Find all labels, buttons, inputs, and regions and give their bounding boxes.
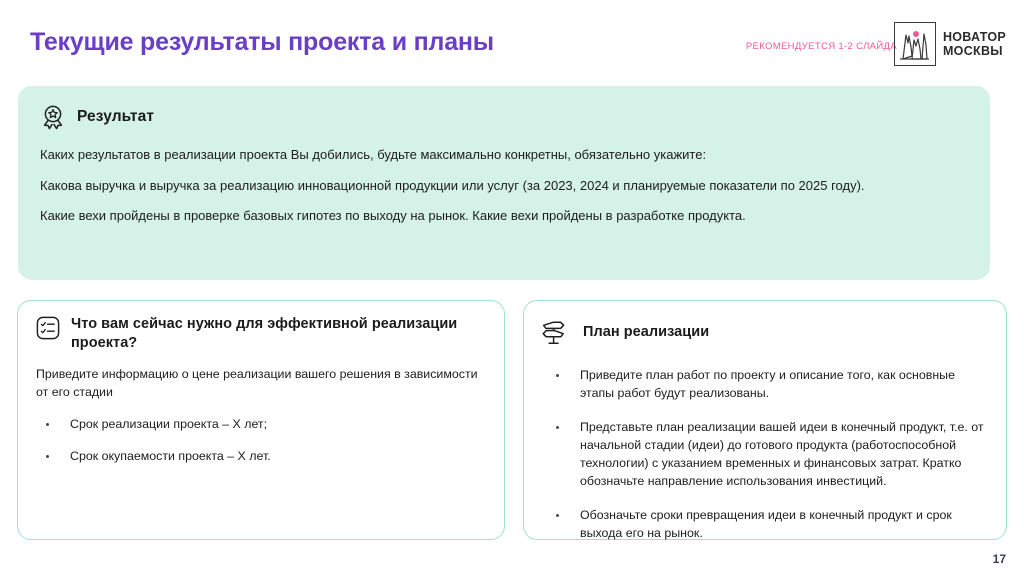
needs-card-list: Срок реализации проекта – Х лет; Срок ок…	[36, 416, 486, 466]
brand-logo: НОВАТОР МОСКВЫ	[893, 22, 1006, 66]
recommendation-note: РЕКОМЕНДУЕТСЯ 1-2 СЛАЙДА	[745, 41, 897, 52]
plan-card: План реализации Приведите план работ по …	[523, 300, 1007, 540]
result-paragraph: Какие вехи пройдены в проверке базовых г…	[40, 208, 746, 223]
novator-tower-icon	[893, 22, 936, 66]
signpost-icon	[542, 319, 566, 346]
brand-line-2: МОСКВЫ	[942, 44, 1003, 58]
list-item: Приведите план работ по проекту и описан…	[542, 367, 988, 403]
result-panel-title: Результат	[77, 108, 155, 125]
list-item: Срок окупаемости проекта – Х лет.	[36, 448, 486, 466]
page-number: 17	[992, 552, 1006, 566]
slide-header: Текущие результаты проекта и планы РЕКОМ…	[0, 0, 1024, 86]
result-paragraph: Каких результатов в реализации проекта В…	[40, 147, 707, 162]
needs-card-header: Что вам сейчас нужно для эффективной реа…	[36, 315, 486, 352]
result-paragraph: Какова выручка и выручка за реализацию и…	[40, 177, 865, 193]
page-title: Текущие результаты проекта и планы	[30, 28, 494, 56]
needs-card-title: Что вам сейчас нужно для эффективной реа…	[71, 316, 458, 351]
result-panel: Результат Каких результатов в реализации…	[18, 86, 990, 280]
list-item: Обозначьте сроки превращения идеи в коне…	[542, 507, 988, 543]
result-panel-header: Результат	[40, 100, 968, 134]
brand-wordmark: НОВАТОР МОСКВЫ	[943, 30, 1006, 58]
list-item: Представьте план реализации вашей идеи в…	[542, 419, 988, 491]
list-item: Срок реализации проекта – Х лет;	[36, 416, 486, 434]
result-panel-body: Каких результатов в реализации проекта В…	[40, 145, 968, 226]
needs-card-intro: Приведите информацию о цене реализации в…	[36, 367, 478, 400]
brand-line-1: НОВАТОР	[942, 30, 1006, 44]
plan-card-title: План реализации	[583, 323, 710, 340]
checklist-icon	[36, 315, 60, 340]
needs-card: Что вам сейчас нужно для эффективной реа…	[17, 300, 505, 540]
award-medal-icon	[40, 104, 66, 131]
plan-card-list: Приведите план работ по проекту и описан…	[542, 367, 988, 543]
plan-card-header: План реализации	[542, 315, 988, 349]
